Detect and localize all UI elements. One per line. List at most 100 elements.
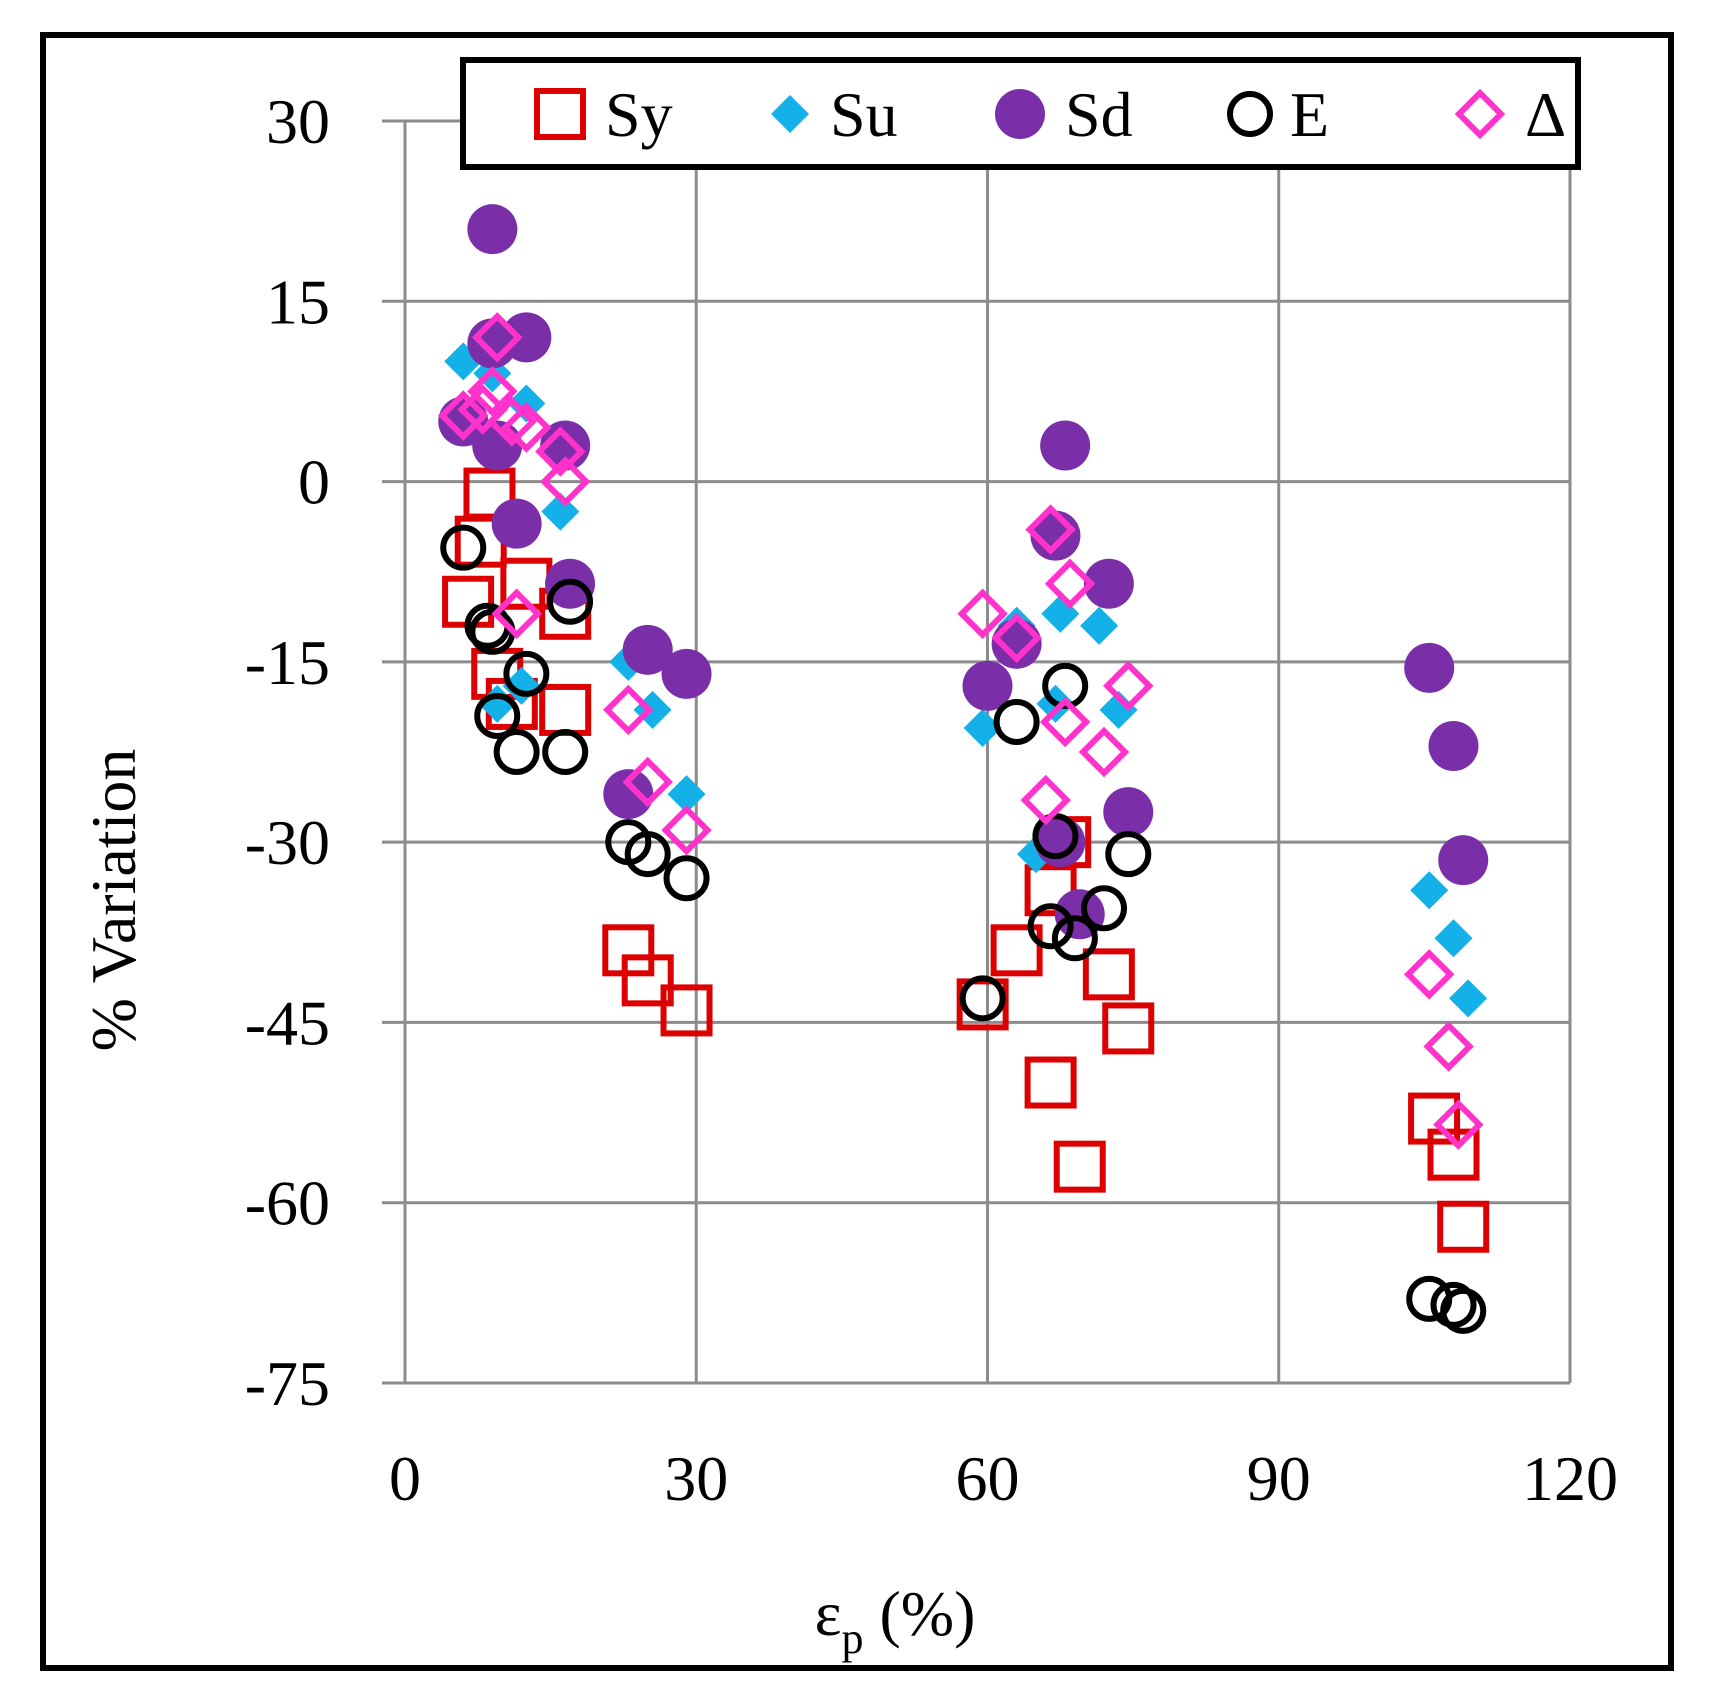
series-e: [440, 524, 1487, 1334]
point-sy: [621, 954, 674, 1007]
point-e: [440, 524, 487, 571]
point-e: [1051, 915, 1098, 962]
point-sy: [1102, 1002, 1155, 1055]
point-delta: [1403, 949, 1455, 1000]
point-su: [1080, 606, 1119, 645]
point-delta: [1020, 774, 1071, 826]
point-delta: [486, 396, 538, 447]
point-delta: [622, 756, 673, 808]
point-delta: [1039, 696, 1091, 748]
point-sd: [661, 648, 712, 699]
legend-box: [460, 57, 1581, 170]
legend-marker-sd: [995, 89, 1045, 139]
point-e: [542, 729, 589, 775]
legend-label-e: E: [1290, 79, 1329, 150]
point-e: [503, 650, 550, 697]
legend-label-su: Su: [830, 79, 898, 150]
point-e: [1032, 813, 1079, 860]
series-sy: [442, 467, 1490, 1253]
point-e: [993, 698, 1040, 745]
x-tick-label: 60: [956, 1443, 1020, 1514]
legend-marker-sy: [534, 88, 586, 140]
x-axis-title: εp (%): [815, 1578, 976, 1663]
series-sd: [438, 204, 1489, 940]
point-sd: [491, 498, 542, 549]
point-e: [493, 729, 540, 775]
legend-marker-e: [1227, 91, 1273, 137]
point-e: [1440, 1287, 1487, 1334]
point-su: [1099, 690, 1138, 729]
point-sy: [1437, 1200, 1490, 1253]
point-su: [1449, 979, 1488, 1018]
x-axis-title-subscript: p: [841, 1614, 863, 1663]
grid: [382, 119, 1572, 1385]
point-delta: [535, 426, 586, 477]
point-e: [1081, 885, 1127, 932]
point-sy: [539, 683, 592, 736]
y-tick-label: -75: [245, 1348, 330, 1419]
point-sy: [1053, 1140, 1106, 1193]
x-tick-label: 30: [664, 1443, 728, 1514]
point-e: [663, 855, 710, 902]
point-sd: [1428, 720, 1479, 771]
y-tick-label: 30: [266, 86, 330, 157]
point-sy: [602, 924, 655, 977]
series-delta: [438, 312, 1484, 1150]
data-points: [438, 204, 1490, 1334]
point-e: [1105, 831, 1152, 878]
point-delta: [1078, 726, 1130, 778]
point-sy: [1408, 1092, 1461, 1145]
x-tick-label: 90: [1247, 1443, 1311, 1514]
y-tick-labels: 30 15 0 -15 -30 -45 -60 -75: [245, 86, 330, 1419]
point-delta: [471, 312, 523, 363]
point-sd: [622, 624, 673, 675]
point-sy: [990, 924, 1043, 977]
legend-marker-su: [771, 95, 809, 133]
point-delta: [991, 612, 1042, 664]
point-sy: [1427, 1128, 1480, 1181]
point-sd: [1103, 787, 1154, 838]
point-sd: [501, 312, 552, 363]
point-delta: [491, 588, 542, 640]
point-su: [1410, 871, 1449, 910]
y-tick-label: -45: [245, 987, 330, 1058]
y-tick-label: -60: [245, 1168, 330, 1239]
point-delta: [1423, 1021, 1474, 1072]
point-delta: [957, 588, 1008, 640]
point-e: [1042, 662, 1089, 709]
point-sd: [1054, 889, 1105, 940]
x-axis-title-main: ε: [815, 1578, 842, 1649]
axes: [403, 121, 1570, 1385]
y-tick-label: 15: [266, 266, 330, 337]
x-axis-title-unit: (%): [863, 1578, 975, 1649]
point-delta: [661, 804, 712, 856]
point-delta: [438, 390, 489, 441]
point-e: [959, 975, 1006, 1022]
point-delta: [539, 456, 591, 507]
chart-frame: [40, 32, 1674, 1671]
point-sd: [1083, 558, 1134, 609]
point-sy: [1082, 948, 1135, 1001]
point-sy: [956, 978, 1009, 1031]
point-delta: [457, 384, 508, 435]
point-e: [1027, 903, 1074, 950]
point-delta: [1044, 558, 1096, 609]
point-su: [667, 775, 706, 814]
x-tick-label: 0: [389, 1443, 421, 1514]
legend-label-delta: Δ: [1525, 79, 1566, 150]
x-tick-label: 120: [1522, 1443, 1618, 1514]
point-sy: [1024, 1056, 1077, 1109]
point-su: [1434, 919, 1473, 958]
point-su: [478, 684, 517, 723]
point-sd: [603, 769, 654, 820]
point-delta: [501, 402, 552, 453]
point-delta: [1025, 504, 1076, 555]
point-delta: [1103, 660, 1154, 712]
point-e: [474, 692, 521, 739]
point-e: [547, 578, 594, 625]
y-axis-title: % Variation: [78, 749, 149, 1052]
y-tick-label: -15: [245, 627, 330, 698]
legend-label-sd: Sd: [1065, 79, 1133, 150]
y-tick-label: -30: [245, 807, 330, 878]
